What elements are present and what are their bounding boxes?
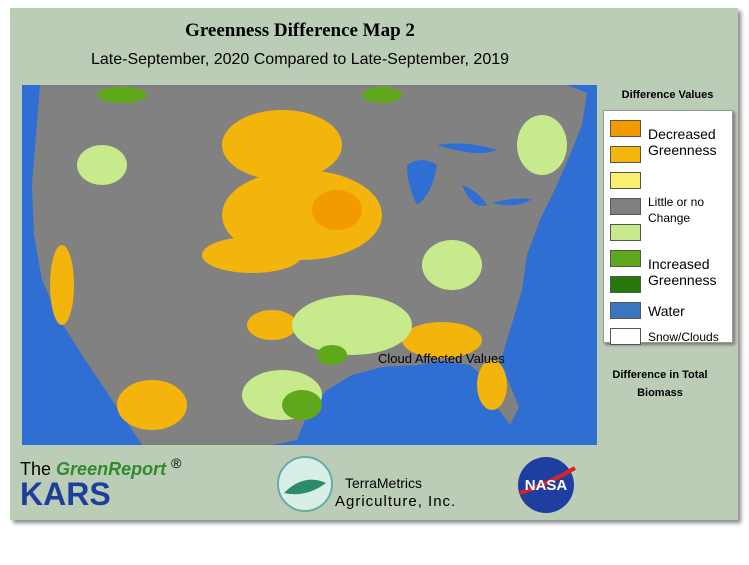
map: Cloud Affected Values	[22, 85, 597, 445]
legend-swatch	[610, 302, 641, 319]
legend-label: Increased Greenness	[648, 256, 717, 288]
legend-swatch	[610, 198, 641, 215]
legend-swatch	[610, 276, 641, 293]
legend-swatch	[610, 224, 641, 241]
terrametrics-logo	[277, 456, 333, 512]
legend-swatch	[610, 328, 641, 345]
logo-text: The	[20, 459, 52, 479]
title: Greenness Difference Map 2	[185, 20, 415, 41]
legend-label: Snow/Clouds	[648, 330, 719, 344]
logo-text: GreenReport	[56, 459, 167, 479]
legend-swatch	[610, 146, 641, 163]
increase-areas	[77, 115, 567, 420]
legend: Decreased Greenness Little or no Change In…	[603, 110, 733, 345]
greenreport-logo: The GreenReport ®	[20, 455, 181, 480]
logo-text: ®	[171, 455, 182, 471]
legend-footer: Difference in Total Biomass	[612, 369, 708, 399]
legend-swatch	[610, 120, 641, 137]
subtitle: Late-September, 2020 Compared to Late-Se…	[90, 51, 510, 68]
decrease-areas	[50, 110, 507, 430]
green-areas	[97, 87, 402, 420]
kars-logo: KARS	[20, 476, 111, 512]
terrametrics-text: TerraMetrics	[345, 475, 423, 491]
legend-swatch	[610, 250, 641, 267]
legend-label: Decreased Greenness	[648, 126, 717, 158]
legend-label: Water	[648, 303, 685, 319]
nasa-logo: NASA	[518, 457, 577, 513]
map-annotation: Cloud Affected Values	[378, 351, 505, 366]
strong-decrease	[312, 190, 362, 230]
legend-title: Difference Values	[621, 89, 714, 101]
legend-swatch	[610, 172, 641, 189]
legend-label: Little or no Change	[648, 195, 705, 225]
terrametrics-sub: Agriculture, Inc.	[335, 493, 457, 510]
great-lakes	[407, 143, 532, 206]
nasa-text: NASA	[525, 477, 568, 494]
